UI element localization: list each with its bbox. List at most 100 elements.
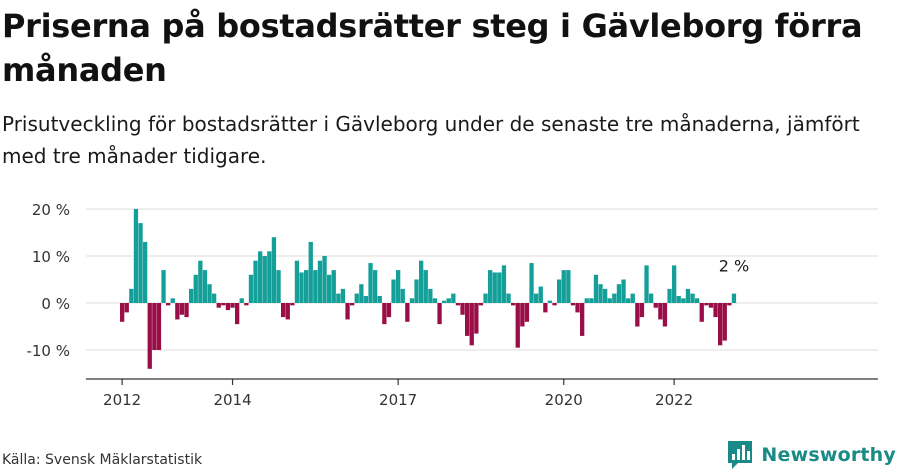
- bar: [616, 284, 622, 303]
- bar: [216, 303, 221, 308]
- bar: [681, 298, 686, 303]
- bar: [294, 260, 300, 303]
- bar: [442, 300, 447, 303]
- bar: [529, 263, 534, 303]
- bar: [147, 303, 152, 369]
- bar: [497, 272, 502, 303]
- y-tick-label: 0 %: [41, 295, 70, 313]
- bar: [271, 237, 277, 303]
- bar: [524, 303, 530, 322]
- bar: [635, 303, 640, 327]
- bar: [603, 288, 608, 303]
- bar: [327, 274, 332, 303]
- bar: [317, 260, 323, 303]
- bar: [557, 279, 562, 303]
- bar: [262, 256, 267, 303]
- newsworthy-logo-icon: [728, 441, 753, 469]
- bar: [492, 272, 497, 303]
- bar: [405, 303, 410, 322]
- bar: [336, 293, 341, 303]
- bar: [469, 303, 474, 346]
- bar: [437, 303, 442, 325]
- y-tick-label: 10 %: [32, 248, 70, 266]
- bar: [488, 270, 493, 303]
- bar: [166, 303, 171, 306]
- bar: [589, 298, 594, 303]
- bar: [731, 293, 737, 303]
- bar: [478, 303, 484, 306]
- bar: [363, 295, 369, 303]
- bar: [653, 303, 658, 308]
- bar: [474, 303, 479, 334]
- bar: [198, 260, 203, 303]
- bar: [465, 303, 470, 336]
- bar: [685, 288, 691, 303]
- brand-name: Newsworthy: [761, 444, 896, 466]
- bar: [644, 265, 649, 303]
- bar: [152, 303, 157, 350]
- bar: [221, 303, 226, 306]
- bar: [400, 288, 405, 303]
- bar: [170, 298, 175, 303]
- bar: [639, 303, 645, 318]
- bar: [561, 270, 566, 303]
- bar: [708, 303, 714, 308]
- bar: [699, 303, 704, 322]
- bar: [667, 288, 672, 303]
- bar: [538, 286, 543, 303]
- bar: [621, 279, 626, 303]
- bar: [202, 270, 208, 303]
- bar: [368, 263, 373, 303]
- bar: [695, 298, 700, 303]
- bar: [382, 303, 387, 325]
- bar: [322, 256, 327, 303]
- bar: [244, 303, 249, 306]
- y-tick-label: 20 %: [32, 201, 70, 219]
- bar: [161, 270, 166, 303]
- bar: [575, 303, 580, 313]
- bar: [129, 288, 134, 303]
- bar: [552, 303, 557, 306]
- bar: [120, 303, 125, 322]
- bar: [267, 251, 272, 303]
- bar: [630, 293, 635, 303]
- bar: [386, 303, 392, 318]
- bar: [626, 298, 631, 303]
- bar: [520, 303, 525, 327]
- bar: [718, 303, 723, 346]
- bar: [432, 298, 438, 303]
- bar: [455, 303, 461, 306]
- bar: [189, 288, 194, 303]
- bar: [419, 260, 424, 303]
- bar: [593, 274, 599, 303]
- bar: [308, 241, 313, 303]
- bar: [133, 209, 139, 303]
- bar: [658, 303, 663, 320]
- bar: [460, 303, 465, 315]
- bar: [193, 274, 198, 303]
- bar: [704, 303, 709, 306]
- bar: [359, 284, 364, 303]
- bar: [299, 272, 304, 303]
- chart-subtitle: Prisutveckling för bostadsrätter i Gävle…: [2, 112, 860, 168]
- bar: [501, 265, 507, 303]
- bar: [258, 251, 263, 303]
- bar: [230, 303, 235, 308]
- bar: [409, 298, 415, 303]
- bar: [566, 270, 571, 303]
- bar: [290, 303, 295, 306]
- bar: [179, 303, 185, 315]
- bar: [662, 303, 668, 327]
- source-note: Källa: Svensk Mäklarstatistik: [2, 452, 203, 468]
- bar: [138, 223, 143, 303]
- brand-logo[interactable]: Newsworthy: [727, 440, 896, 470]
- bar: [451, 293, 456, 303]
- bar: [391, 279, 396, 303]
- bar: [345, 303, 350, 320]
- bar: [676, 295, 681, 303]
- bar: [672, 265, 677, 303]
- bar: [446, 298, 451, 303]
- bar-chart: -10 % 0 % 10 % 20 % 2012 2014 2017 2020 2022 2 …: [26, 201, 878, 409]
- bar: [534, 293, 539, 303]
- bar: [276, 270, 281, 303]
